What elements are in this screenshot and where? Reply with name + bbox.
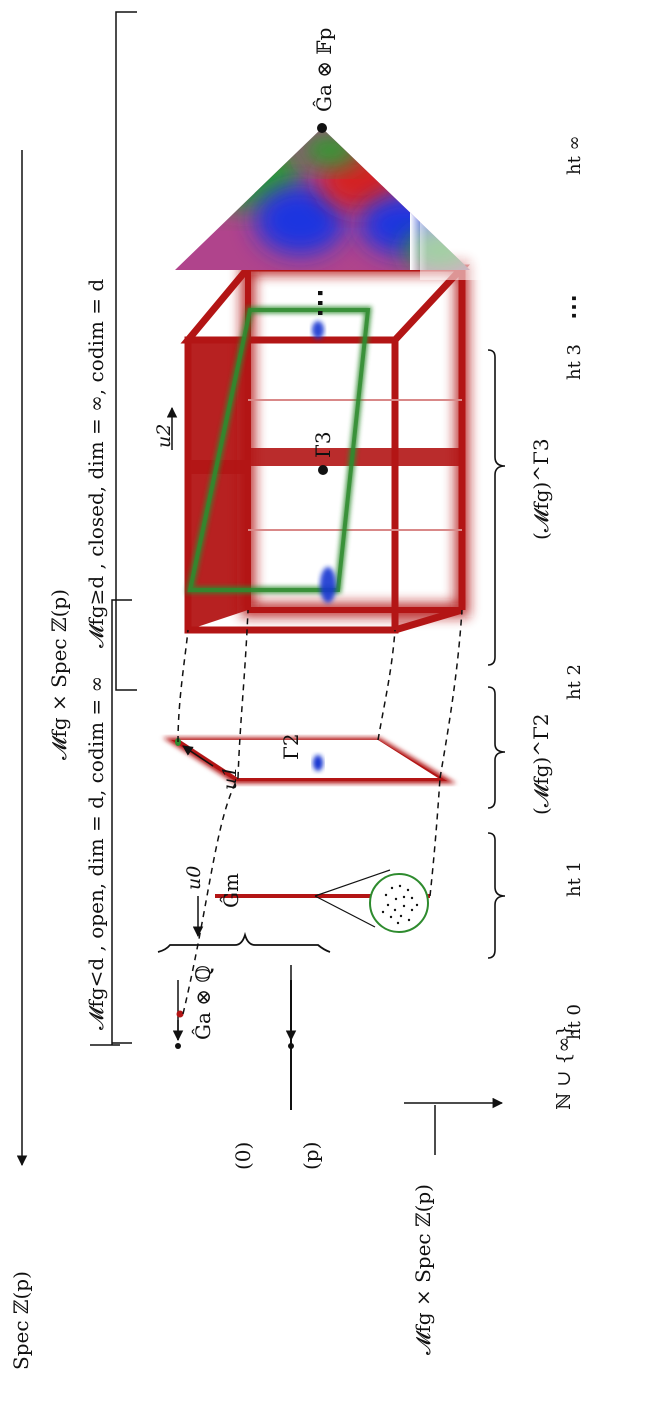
u2-label: u2 [153, 424, 175, 448]
ht3-brace [487, 349, 506, 666]
ga-fp-label: Ĝa ⊗ 𝔽p [311, 28, 336, 112]
gamma3-cube [180, 261, 471, 634]
zoom-dots [381, 884, 419, 925]
point-p-label: (p) [299, 1142, 323, 1170]
gamma3-point [318, 465, 328, 475]
dash-c [177, 629, 189, 743]
dash-d [237, 609, 249, 779]
dash-f [439, 609, 463, 779]
zoom-line-a [314, 895, 376, 928]
dash-e [377, 629, 396, 741]
ht2-brace [487, 686, 506, 809]
u0-label: u0 [183, 866, 205, 890]
ga-q-point [176, 1010, 184, 1018]
moduli-bottom-label: 𝓜fg × Spec ℤ(p) [411, 1184, 435, 1355]
zoom-circle [369, 873, 429, 933]
nat-infty-label: ℕ ∪ {∞} [553, 1025, 575, 1110]
point-zero-label: (0) [231, 1142, 255, 1170]
dash-b [429, 777, 441, 897]
infinity-cone [175, 120, 500, 280]
points-brace [157, 931, 331, 953]
moduli-top-label: 𝓜fg × Spec ℤ(p) [47, 589, 71, 760]
open-part-label: 𝓜fg<d , open, dim = d, codim = ∞ [84, 676, 108, 1030]
height-1: ht 1 [564, 861, 585, 897]
closed-part-bracket [115, 11, 137, 691]
point-zero-dot [175, 1043, 181, 1049]
dash-a [182, 777, 239, 1015]
closed-part-label: 𝓜fg≥d , closed, dim = ∞, codim = d [84, 279, 108, 648]
u1-arrow [182, 745, 214, 767]
height-0: ht 0 [564, 1004, 585, 1040]
height-3: ht 3 [564, 344, 585, 380]
completion3-label: (𝓜fg)^Γ3 [529, 438, 553, 540]
ht1-brace [487, 832, 506, 959]
height-2: ht 2 [564, 664, 585, 700]
gamma2-label: Γ2 [279, 733, 303, 760]
gamma2-square-portrait [180, 740, 438, 778]
gamma3-label: Γ3 [311, 431, 335, 458]
gm-label: Ĝm [218, 873, 243, 908]
height-infty: ht ∞ [564, 135, 585, 175]
ga-q-label: Ĝa ⊗ ℚ [190, 965, 215, 1040]
open-part-bracket [90, 599, 132, 1046]
point-p-dot [288, 1043, 294, 1049]
spec-zp-label: Spec ℤ(p) [9, 1271, 33, 1370]
height-ellipsis: ⋯ [559, 294, 589, 320]
middle-ellipsis: ⋯ [303, 288, 338, 318]
ga-fp-point [317, 123, 327, 133]
gamma2-blue [313, 755, 323, 771]
zoom-line-b [314, 869, 391, 897]
completion2-label: (𝓜fg)^Γ2 [529, 713, 553, 815]
